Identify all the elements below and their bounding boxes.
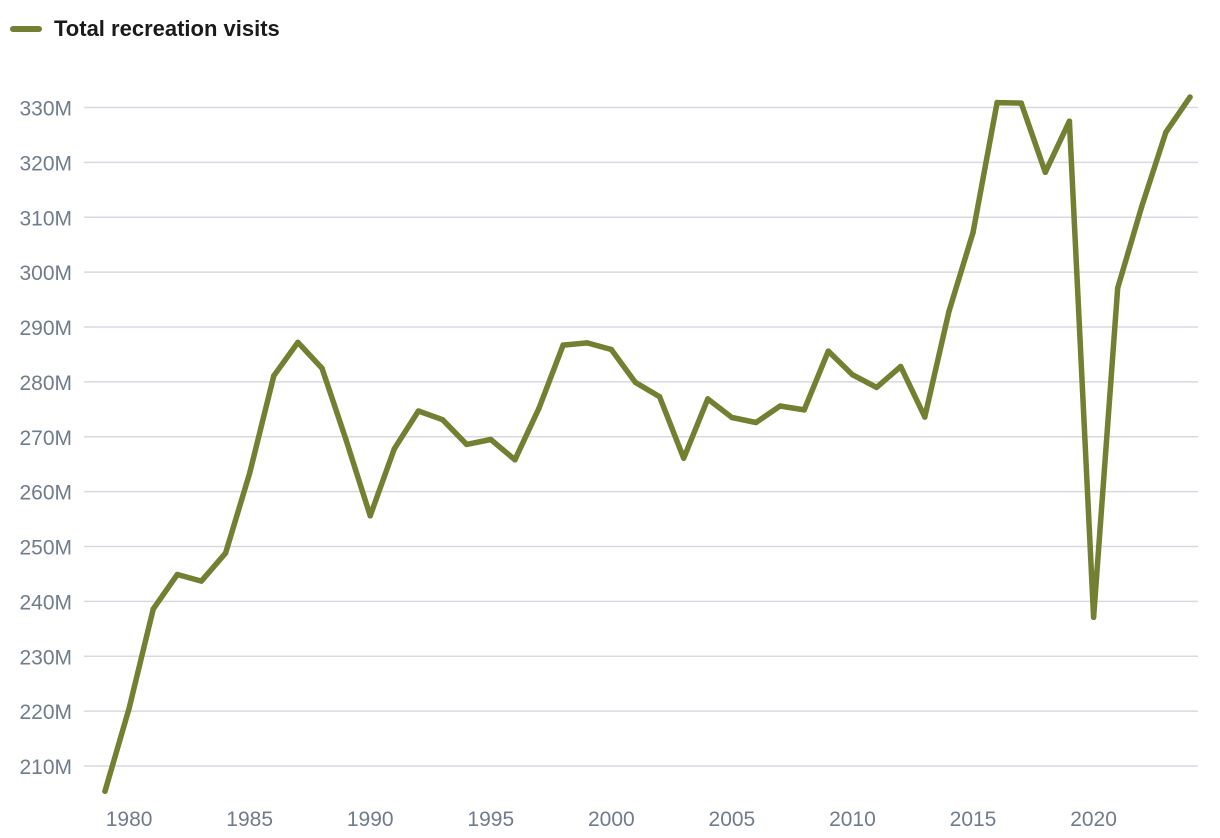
y-tick-label: 290M — [19, 317, 72, 340]
legend: Total recreation visits — [10, 16, 280, 42]
data-point — [994, 99, 1000, 106]
data-point — [825, 348, 832, 354]
data-point — [222, 550, 229, 556]
y-tick-label: 280M — [19, 372, 72, 395]
data-point — [705, 396, 711, 402]
x-tick-label: 2015 — [950, 808, 997, 831]
data-point — [343, 437, 349, 443]
data-point — [198, 578, 205, 584]
series-line-0 — [102, 94, 1193, 794]
x-tick-label: 2010 — [829, 808, 876, 831]
y-tick-label: 260M — [19, 482, 72, 505]
y-tick-label: 270M — [19, 427, 72, 450]
data-point — [1042, 169, 1049, 176]
data-point — [1018, 100, 1024, 106]
data-point — [415, 408, 422, 414]
data-point — [777, 403, 783, 409]
data-point — [102, 788, 108, 794]
data-point — [1139, 203, 1145, 210]
data-point — [849, 371, 856, 378]
data-point — [970, 229, 976, 236]
x-axis-ticks: 1980 1985 1990 1995 2000 2005 2010 2015 2020 — [106, 808, 1117, 831]
y-tick-label: 220M — [19, 701, 72, 724]
data-point — [295, 339, 301, 346]
data-point — [488, 436, 494, 443]
data-point — [150, 606, 156, 612]
legend-label-total-recreation-visits: Total recreation visits — [54, 16, 280, 41]
data-point — [922, 414, 928, 420]
x-tick-label: 1980 — [106, 808, 153, 831]
data-point — [873, 384, 880, 391]
data-point — [1163, 129, 1169, 135]
data-point — [753, 419, 759, 426]
y-tick-label: 230M — [19, 646, 72, 669]
x-tick-label: 1985 — [226, 808, 273, 831]
data-point — [271, 373, 277, 379]
series-lines — [102, 94, 1193, 794]
data-point — [608, 346, 615, 353]
y-tick-label: 300M — [19, 262, 72, 285]
legend-swatch — [10, 26, 42, 32]
y-tick-label: 320M — [19, 152, 72, 175]
data-point — [632, 379, 639, 386]
data-point — [536, 405, 542, 411]
x-tick-label: 1995 — [467, 808, 514, 831]
x-tick-label: 2005 — [709, 808, 756, 831]
data-point — [1114, 285, 1121, 291]
data-point — [680, 455, 687, 461]
data-point — [174, 571, 181, 578]
data-point — [246, 470, 253, 476]
data-point — [1066, 118, 1073, 124]
data-point — [729, 414, 735, 421]
gridlines — [84, 106, 1198, 767]
y-tick-label: 240M — [19, 591, 72, 614]
data-point — [1187, 94, 1193, 100]
data-point — [897, 363, 904, 370]
y-tick-label: 210M — [19, 756, 72, 779]
data-point — [391, 446, 398, 452]
x-tick-label: 2020 — [1070, 808, 1117, 831]
data-point — [560, 342, 566, 348]
data-point — [584, 340, 590, 346]
x-tick-label: 2000 — [588, 808, 635, 831]
data-point — [439, 416, 446, 423]
data-point — [319, 365, 325, 371]
data-point — [367, 513, 373, 519]
data-point — [126, 705, 132, 712]
y-tick-label: 250M — [19, 537, 72, 560]
data-point — [1090, 614, 1097, 621]
data-point — [463, 441, 470, 448]
y-tick-label: 310M — [19, 207, 72, 230]
data-point — [656, 393, 663, 400]
y-tick-label: 330M — [19, 98, 72, 121]
data-point — [512, 457, 518, 463]
x-tick-label: 1990 — [347, 808, 394, 831]
data-point — [946, 308, 952, 315]
y-axis-ticks: 210M 220M 230M 240M 250M 260M 270M 280M 290M 300M… — [19, 98, 72, 780]
data-point — [801, 407, 807, 413]
